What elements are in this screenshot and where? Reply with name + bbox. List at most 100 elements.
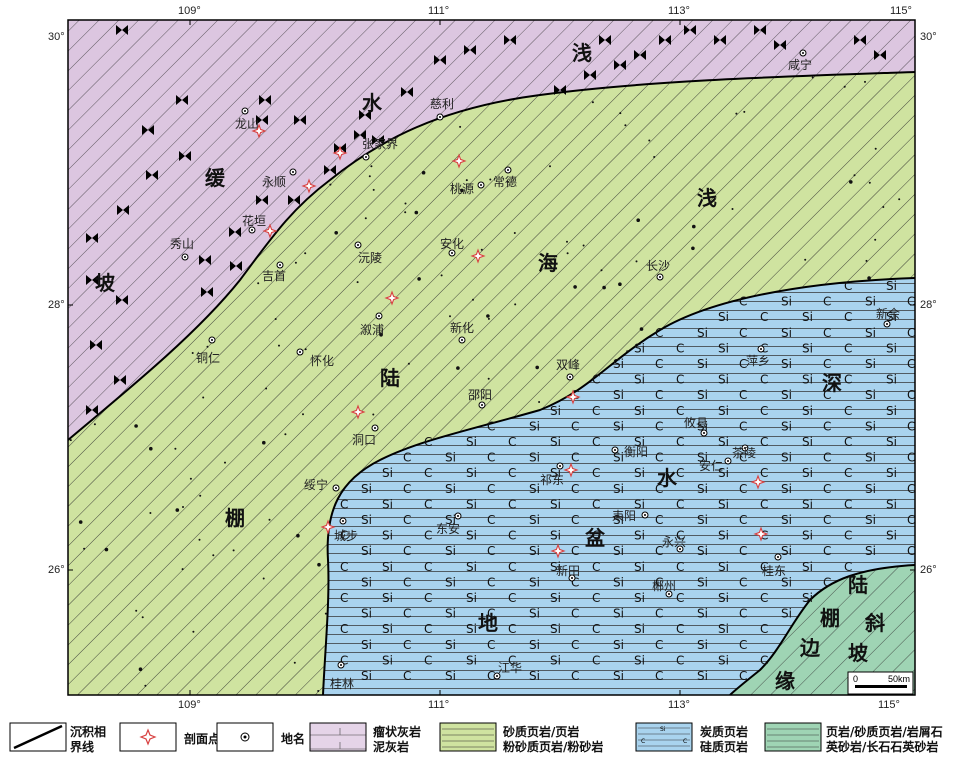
place-hengyang[interactable]: 衡阳 [624, 445, 648, 459]
bowtie-symbol [354, 130, 366, 140]
place-longshan[interactable]: 龙山 [235, 117, 259, 131]
town-icon [883, 320, 891, 328]
section-point-icon[interactable] [563, 462, 579, 478]
place-dongkou[interactable]: 洞口 [352, 433, 376, 447]
place-dongan[interactable]: 东安 [436, 521, 460, 536]
section-point-icon[interactable] [301, 178, 317, 194]
place-cili[interactable]: 慈利 [430, 96, 454, 111]
basin-symbol: Si [613, 482, 624, 496]
section-point-icon[interactable] [470, 248, 486, 264]
basin-symbol: Si [634, 622, 645, 636]
basin-symbol: Si [529, 513, 540, 527]
place-guidong[interactable]: 桂东 [762, 563, 786, 578]
place-chaling[interactable]: 茶陵 [732, 445, 756, 460]
place-jianghua[interactable]: 江华 [498, 661, 522, 675]
shelf-dot [334, 231, 339, 235]
bowtie-symbol [854, 35, 866, 45]
section-point-icon[interactable] [251, 123, 267, 139]
basin-symbol: Si [718, 560, 729, 574]
shelf-dot [372, 413, 375, 416]
place-xianning[interactable]: 咸宁 [788, 57, 812, 72]
basin-symbol: Si [718, 310, 729, 324]
shelf-dot [364, 217, 367, 220]
bowtie-symbol [401, 87, 413, 97]
section-point-icon[interactable] [451, 153, 467, 169]
basin-symbol: Si [718, 529, 729, 543]
section-point-icon[interactable] [332, 145, 348, 161]
slope-label-po: 坡 [95, 271, 116, 295]
basin-symbol: Si [613, 388, 624, 402]
bowtie-symbol [229, 227, 241, 237]
place-anhua[interactable]: 安化 [440, 236, 464, 251]
section-point-icon[interactable] [384, 290, 400, 306]
basin-symbol: Si [781, 326, 792, 340]
basin-symbol: C [907, 513, 915, 527]
basin-symbol: C [487, 575, 495, 589]
place-guilin[interactable]: 桂林 [330, 676, 354, 691]
basin-symbol: C [655, 544, 663, 558]
shelf-dot [874, 147, 877, 150]
section-point-icon[interactable] [550, 543, 566, 559]
section-point-icon[interactable] [750, 474, 766, 490]
place-yongshun[interactable]: 永顺 [262, 175, 286, 189]
place-xiushan[interactable]: 秀山 [170, 237, 194, 251]
section-point-icon[interactable] [262, 223, 278, 239]
basin-symbol: C [676, 404, 684, 418]
place-chenzhou[interactable]: 郴州 [652, 579, 676, 593]
basin-symbol: C [508, 497, 516, 511]
basin-symbol: Si [466, 435, 477, 449]
place-huaihua[interactable]: 怀化 [310, 354, 334, 368]
section-point-icon[interactable] [350, 404, 366, 420]
section-point-icon[interactable] [565, 389, 581, 405]
basin-symbol: C [424, 622, 432, 636]
legend-basin-c1: C [641, 738, 645, 745]
shelf-label-qian: 浅 [697, 186, 717, 210]
bowtie-symbol [614, 60, 626, 70]
section-point-icon[interactable] [753, 526, 769, 542]
shelf-dot [421, 170, 426, 175]
place-changsha[interactable]: 长沙 [646, 259, 670, 273]
basin-symbol: C [823, 388, 831, 402]
basin-symbol: C [424, 497, 432, 511]
place-yuanling[interactable]: 沅陵 [358, 251, 382, 265]
place-pingxiang[interactable]: 萍乡 [746, 354, 770, 368]
shelf-dot [626, 350, 629, 353]
basin-symbol: Si [697, 326, 708, 340]
bowtie-symbol [584, 70, 596, 80]
section-point-icon[interactable] [320, 519, 336, 535]
place-qidong[interactable]: 祁东 [540, 472, 564, 487]
place-xinyu[interactable]: 新余 [876, 306, 900, 321]
place-huayuan[interactable]: 花垣 [242, 213, 266, 228]
place-tongren[interactable]: 铜仁 [196, 350, 220, 365]
place-xintian[interactable]: 新田 [556, 563, 580, 578]
basin-symbol: C [760, 373, 768, 387]
place-taoyuan[interactable]: 桃源 [450, 181, 474, 196]
place-youxian[interactable]: 攸县 [684, 415, 708, 430]
legend-label-shelf-1: 砂质页岩/页岩 [502, 724, 579, 739]
basin-symbol: Si [781, 295, 792, 309]
basin-symbol: Si [550, 497, 561, 511]
bottom-label-111: 111° [428, 699, 449, 711]
place-xupu[interactable]: 溆浦 [360, 323, 384, 337]
basin-symbol: C [823, 419, 831, 433]
place-anren[interactable]: 安仁 [699, 458, 723, 473]
place-suining[interactable]: 绥宁 [304, 477, 328, 492]
basin-symbol: C [844, 279, 852, 293]
place-chengbu[interactable]: 城步 [334, 529, 358, 543]
basin-symbol: C [571, 482, 579, 496]
shelf-dot [294, 261, 297, 264]
place-zhangjiajie[interactable]: 张家界 [362, 136, 398, 151]
shelf-dot [262, 577, 265, 580]
basin-symbol: C [424, 435, 432, 449]
place-changde[interactable]: 常德 [493, 174, 517, 189]
place-shaoyang[interactable]: 邵阳 [468, 388, 492, 402]
shelf-dot [149, 512, 152, 514]
place-leiyang[interactable]: 耒阳 [612, 509, 636, 523]
basin-symbol: Si [886, 310, 897, 324]
place-jishou[interactable]: 吉首 [262, 269, 286, 283]
basin-symbol: Si [550, 560, 561, 574]
place-yongxing[interactable]: 永兴 [662, 535, 686, 549]
place-xinhua[interactable]: 新化 [450, 320, 474, 335]
place-shuangfeng[interactable]: 双峰 [556, 358, 580, 372]
left-label-28: 28° [48, 299, 65, 311]
